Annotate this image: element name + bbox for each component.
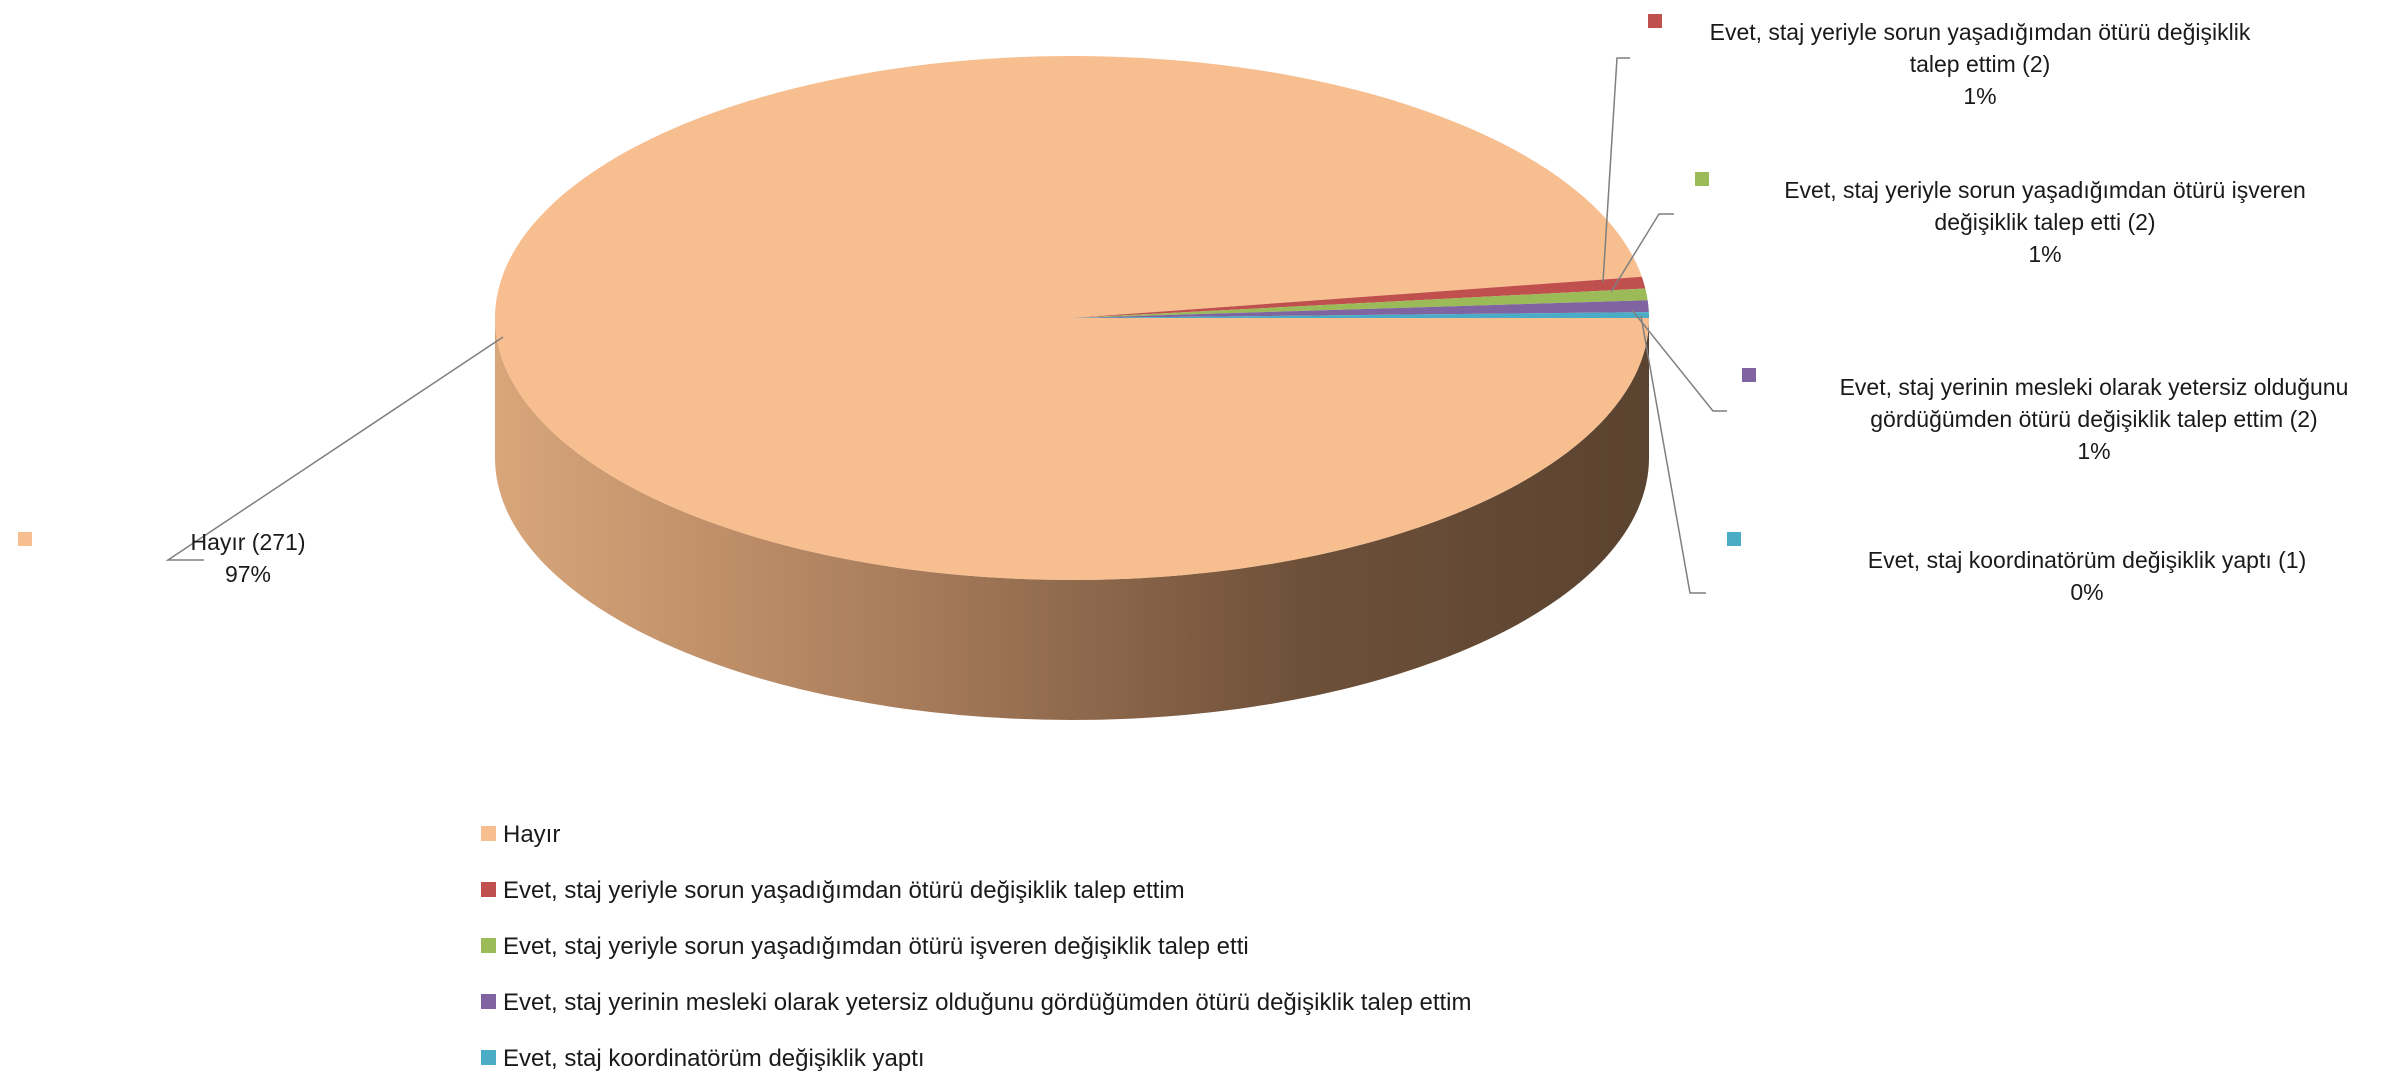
pie-side (495, 318, 1649, 720)
leader-line (1602, 57, 1630, 283)
label-swatch (1695, 172, 1709, 186)
data-label-line: 1% (2077, 438, 2110, 464)
legend-item: Evet, staj koordinatörüm değişiklik yapt… (503, 1045, 925, 1072)
data-label-line: değişiklik talep etti (2) (1934, 209, 2155, 235)
leader-line (1631, 309, 1727, 412)
legend-item: Evet, staj yerinin mesleki olarak yeters… (503, 989, 1472, 1016)
data-label-line: Hayır (271) (190, 529, 305, 555)
legend-swatch (481, 882, 496, 897)
pie-slice (1072, 288, 1648, 318)
leader-line (165, 336, 504, 561)
data-label-line: 0% (2070, 579, 2103, 605)
pie-slice (1072, 300, 1649, 318)
label-swatch (1727, 532, 1741, 546)
pie-layer (495, 56, 1650, 720)
data-label-line: Evet, staj koordinatörüm değişiklik yapt… (1868, 547, 2306, 573)
data-label-line: 1% (2028, 241, 2061, 267)
label-swatch (1648, 14, 1662, 28)
data-label-line: talep ettim (2) (1910, 51, 2051, 77)
pie-slice (495, 56, 1649, 581)
label-swatch (1742, 368, 1756, 382)
data-label-line: 1% (1963, 83, 1996, 109)
data-label-line: gördüğümden ötürü değişiklik talep ettim… (1870, 406, 2317, 432)
label-swatch (18, 532, 32, 546)
legend: Hayır Evet, staj yeriyle sorun yaşadığımd… (481, 821, 1472, 1072)
pie-slice (1072, 276, 1646, 318)
data-label-line: Evet, staj yeriyle sorun yaşadığımdan öt… (1784, 177, 2306, 203)
data-label-line: 97% (225, 561, 271, 587)
legend-item: Hayır (503, 821, 560, 848)
leader-lines (165, 57, 1727, 594)
pie-slice (1072, 312, 1650, 318)
data-label-line: Evet, staj yerinin mesleki olarak yeters… (1840, 374, 2349, 400)
legend-swatch (481, 1050, 496, 1065)
legend-swatch (481, 826, 496, 841)
legend-swatch (481, 994, 496, 1009)
data-label-line: Evet, staj yeriyle sorun yaşadığımdan öt… (1710, 19, 2251, 45)
leader-line (1640, 315, 1706, 594)
data-labels: Hayır (271) 97% Evet, staj yeriyle sorun y… (18, 14, 2348, 605)
legend-item: Evet, staj yeriyle sorun yaşadığımdan öt… (503, 933, 1249, 960)
legend-swatch (481, 938, 496, 953)
legend-item: Evet, staj yeriyle sorun yaşadığımdan öt… (503, 877, 1185, 904)
leader-line (1610, 213, 1674, 293)
